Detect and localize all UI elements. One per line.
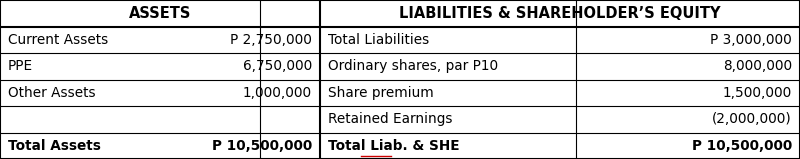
Text: Ordinary shares, par P10: Ordinary shares, par P10 bbox=[328, 59, 498, 73]
Text: ASSETS: ASSETS bbox=[129, 6, 191, 21]
Text: 1,500,000: 1,500,000 bbox=[722, 86, 792, 100]
Text: (2,000,000): (2,000,000) bbox=[712, 112, 792, 126]
Text: Share premium: Share premium bbox=[328, 86, 434, 100]
Text: LIABILITIES & SHAREHOLDER’S EQUITY: LIABILITIES & SHAREHOLDER’S EQUITY bbox=[399, 6, 721, 21]
Text: Total Liab. & SHE: Total Liab. & SHE bbox=[328, 139, 459, 153]
Text: Retained Earnings: Retained Earnings bbox=[328, 112, 453, 126]
Text: P 3,000,000: P 3,000,000 bbox=[710, 33, 792, 47]
Text: P 10,500,000: P 10,500,000 bbox=[692, 139, 792, 153]
Text: 8,000,000: 8,000,000 bbox=[723, 59, 792, 73]
Text: PPE: PPE bbox=[8, 59, 33, 73]
Text: Total Assets: Total Assets bbox=[8, 139, 101, 153]
Text: 1,000,000: 1,000,000 bbox=[243, 86, 312, 100]
Text: Current Assets: Current Assets bbox=[8, 33, 108, 47]
Text: Other Assets: Other Assets bbox=[8, 86, 96, 100]
Text: Total Liabilities: Total Liabilities bbox=[328, 33, 430, 47]
Text: P 10,500,000: P 10,500,000 bbox=[212, 139, 312, 153]
Text: 6,750,000: 6,750,000 bbox=[242, 59, 312, 73]
Text: P 2,750,000: P 2,750,000 bbox=[230, 33, 312, 47]
